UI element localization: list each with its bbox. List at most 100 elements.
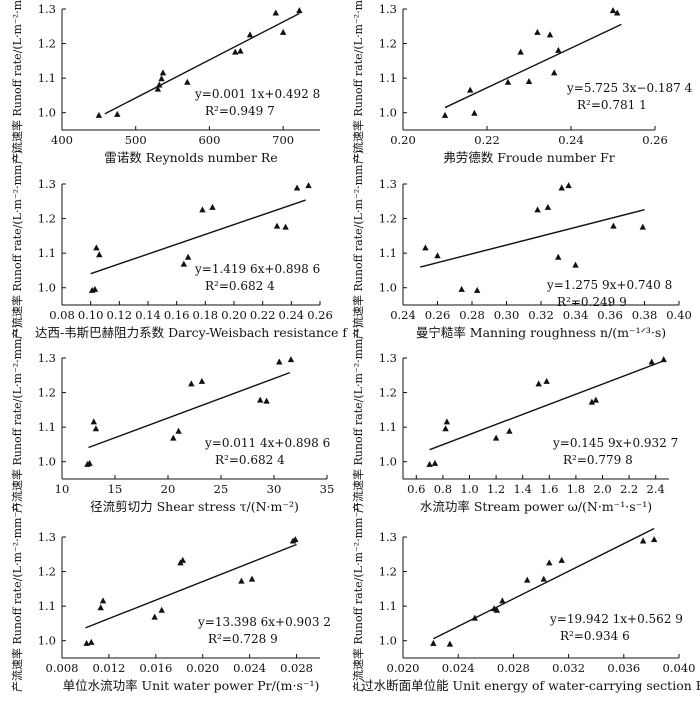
chart-3: 0.08 0.10 0.12 0.14 0.16 0.18 0.20 0.22 0.24 0.26…	[10, 150, 348, 340]
data-point	[610, 222, 617, 229]
x-tick-label: 0.20	[390, 133, 416, 147]
r-squared: R²=0.949 7	[205, 104, 275, 118]
data-point	[246, 31, 254, 38]
data-point	[198, 377, 206, 384]
y-tick-label: 1.2	[379, 386, 397, 400]
data-point	[534, 206, 541, 213]
data-point	[83, 639, 90, 646]
y-tick-label: 1.3	[379, 351, 397, 365]
x-tick-label: 0.040	[663, 661, 696, 675]
data-point	[493, 606, 501, 613]
x-axis-label: 单位水流功率 Unit water power Pr/(m·s⁻¹)	[63, 678, 320, 693]
data-point	[95, 111, 103, 118]
data-point	[434, 252, 441, 259]
x-tick-label: 0.24	[279, 308, 305, 322]
y-tick-label: 1.2	[38, 37, 56, 51]
x-tick-label: 10	[55, 482, 70, 496]
y-tick-label: 1.0	[379, 106, 397, 120]
data-point	[525, 78, 533, 84]
y-tick-label: 1.2	[38, 386, 56, 400]
regression-line	[420, 209, 645, 268]
x-tick-label: 0.12	[107, 308, 133, 322]
x-axis-label: 水流功率 Stream power ω/(N·m⁻¹·s⁻¹)	[420, 499, 652, 514]
x-tick-label: 30	[267, 482, 282, 496]
data-point	[276, 358, 283, 365]
data-point	[93, 244, 100, 251]
x-axis-label: 过水断面单位能 Unit energy of water-carrying se…	[361, 678, 700, 693]
data-point	[592, 396, 600, 403]
data-point	[555, 253, 562, 260]
data-point	[517, 48, 524, 55]
data-point	[546, 31, 554, 38]
regression-line	[85, 543, 297, 629]
data-point	[184, 78, 191, 85]
data-point	[96, 251, 103, 258]
data-point	[441, 111, 449, 118]
data-point	[558, 556, 565, 563]
y-tick-label: 1.0	[379, 281, 397, 295]
data-point	[543, 377, 550, 384]
data-point	[535, 380, 542, 387]
y-tick-label: 1.0	[38, 455, 56, 469]
x-tick-label: 0.8	[434, 482, 452, 496]
data-point	[293, 184, 301, 191]
data-point	[292, 536, 299, 543]
data-point	[272, 9, 279, 16]
y-tick-label: 1.1	[38, 246, 56, 260]
chart-8: 0.020 0.024 0.028 0.032 0.036 0.040 1.0 1.1 1.2 1…	[351, 503, 700, 693]
chart-6: 0.6 0.8 1.0 1.2 1.4 1.6 1.8 2.0 2.2 2.4 1.0 1.1 1.2 1…	[351, 324, 678, 514]
y-tick-label: 1.3	[38, 530, 56, 544]
x-tick-label: 0.08	[49, 308, 75, 322]
y-tick-label: 1.0	[379, 634, 397, 648]
x-tick-label: 25	[214, 482, 229, 496]
x-tick-label: 0.24	[390, 308, 416, 322]
r-squared: R²=0.682 4	[205, 279, 275, 293]
x-tick-label: 0.14	[135, 308, 161, 322]
y-tick-label: 1.2	[38, 565, 56, 579]
data-point	[588, 398, 596, 405]
x-tick-label: 0.10	[78, 308, 104, 322]
y-tick-label: 1.3	[379, 530, 397, 544]
data-point	[279, 28, 287, 35]
data-point	[430, 639, 437, 646]
data-point	[170, 434, 177, 441]
y-tick-label: 1.2	[38, 212, 56, 226]
data-point	[506, 427, 513, 434]
r-squared: R²=0.728 9	[208, 632, 278, 646]
y-tick-label: 1.1	[38, 420, 56, 434]
data-point	[458, 285, 465, 292]
y-tick-label: 1.3	[38, 177, 56, 191]
x-axis-label: 雷诺数 Reynolds number Re	[104, 150, 277, 165]
regression-line	[104, 12, 300, 115]
x-tick-label: 0.26	[642, 133, 668, 147]
regression-line	[88, 371, 291, 449]
x-tick-label: 0.020	[387, 661, 420, 675]
data-point	[492, 434, 500, 441]
r-squared: R²=0.682 4	[215, 453, 285, 467]
data-point	[156, 81, 163, 88]
x-tick-label: 0.30	[494, 308, 520, 322]
data-point	[114, 110, 121, 117]
chart-5: 10 15 20 25 30 35 1.0 1.1 1.2 1.3 产流速率 Runoff rate…	[10, 324, 334, 514]
y-tick-label: 1.2	[379, 212, 397, 226]
y-axis-label: 产流速率 Runoff rate/(L·m⁻²·mm⁻¹)	[10, 503, 24, 692]
x-tick-label: 600	[198, 133, 220, 147]
regression-equation: y=19.942 1x+0.562 9	[549, 612, 683, 626]
data-point	[471, 614, 478, 621]
data-point	[248, 575, 256, 582]
x-axis-label: 径流剪切力 Shear stress τ/(N·m⁻²)	[90, 499, 299, 514]
x-tick-label: 2.0	[593, 482, 611, 496]
y-axis-label: 产流速率 Runoff rate/(L·m⁻²·mm⁻¹)	[351, 150, 365, 339]
regression-equation: y=0.001 1x+0.492 8	[194, 87, 320, 101]
data-point	[151, 613, 158, 620]
data-point	[159, 69, 167, 76]
x-tick-label: 1.0	[460, 482, 478, 496]
x-tick-label: 0.36	[597, 308, 623, 322]
data-point	[273, 222, 281, 229]
chart-4: 0.24 0.26 0.28 0.30 0.32 0.34 0.36 0.38 0.40 1.0 1…	[351, 150, 692, 340]
x-tick-label: 0.34	[563, 308, 589, 322]
x-tick-label: 700	[272, 133, 294, 147]
data-point	[179, 556, 186, 563]
data-point	[86, 459, 93, 466]
data-point	[158, 75, 165, 82]
